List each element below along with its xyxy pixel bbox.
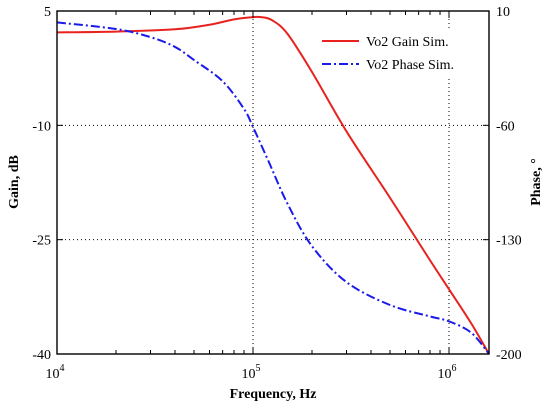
series-line-gain	[56, 15, 490, 355]
legend: Vo2 Gain Sim. Vo2 Phase Sim.	[316, 28, 486, 76]
y-tick-label: -40	[32, 348, 51, 363]
y-axis-label: Gain, dB	[7, 155, 22, 209]
y-tick-label: -25	[32, 234, 51, 249]
x-tick-label: 106	[437, 363, 456, 382]
y2-axis-label: Phase, °	[529, 158, 544, 206]
axis-ticks: 104 105 106 5 -10 -25 -40 10 -60 -130 -200	[32, 5, 521, 382]
legend-label-phase: Vo2 Phase Sim.	[366, 58, 454, 73]
y-tick-label: -10	[32, 119, 51, 134]
x-tick-label: 105	[241, 363, 260, 382]
legend-box	[316, 28, 486, 76]
series-line-phase	[56, 21, 490, 355]
legend-label-gain: Vo2 Gain Sim.	[366, 35, 449, 50]
plot-frame	[56, 10, 490, 355]
plot-series	[56, 15, 490, 355]
y2-tick-label: -60	[496, 119, 515, 134]
y2-tick-label: -130	[496, 234, 522, 249]
x-tick-label: 104	[46, 363, 65, 382]
y2-tick-label: -200	[496, 348, 522, 363]
y-tick-label: 5	[44, 5, 51, 20]
y2-tick-label: 10	[496, 5, 510, 20]
x-axis-label: Frequency, Hz	[230, 387, 317, 402]
